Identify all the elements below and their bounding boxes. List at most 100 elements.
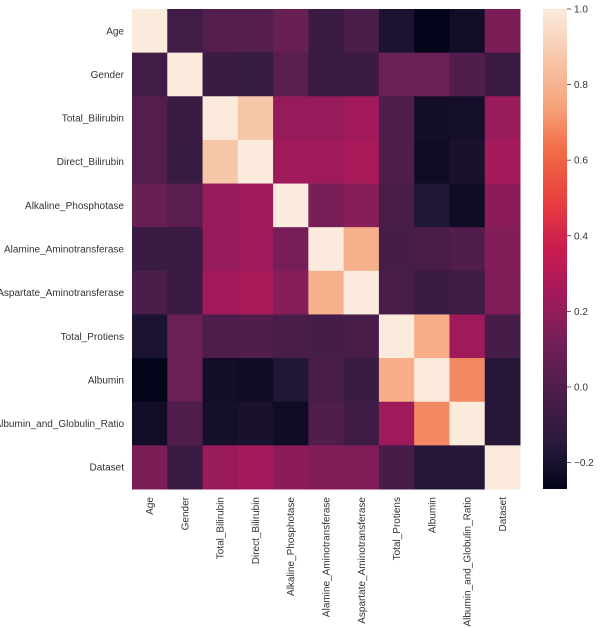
colorbar-ticks: −0.2 0.0 0.2 0.4 0.6 0.8 1.0 xyxy=(567,5,594,469)
heatmap-cells xyxy=(132,9,521,490)
heatmap-cell-gender-alamine-aminotransferase xyxy=(308,52,345,97)
x-tick-label-alkaline-phosphotase: Alkaline_Phosphotase xyxy=(286,497,297,596)
heatmap-cell-alkaline-phosphotase-alkaline-phosphotase xyxy=(273,183,309,228)
heatmap-cell-dataset-gender xyxy=(167,445,204,490)
heatmap-cell-total-bilirubin-total-bilirubin xyxy=(202,96,239,141)
heatmap-cell-alamine-aminotransferase-total-protiens xyxy=(378,227,415,272)
heatmap-cell-age-gender xyxy=(167,9,204,54)
y-tick-label-albumin: Albumin xyxy=(88,375,124,386)
heatmap-cell-age-albumin xyxy=(414,9,450,54)
heatmap-cell-alkaline-phosphotase-alamine-aminotransferase xyxy=(308,183,345,228)
heatmap-cell-alkaline-phosphotase-dataset xyxy=(484,183,521,228)
y-tick-label-alkaline-phosphotase: Alkaline_Phosphotase xyxy=(25,201,124,212)
x-tick-label-total-protiens: Total_Protiens xyxy=(392,497,403,560)
y-tick-label-total-protiens: Total_Protiens xyxy=(61,332,124,343)
heatmap-cell-alkaline-phosphotase-gender xyxy=(167,183,204,228)
colorbar-tick-label: −0.2 xyxy=(574,458,594,469)
heatmap-cell-alkaline-phosphotase-age xyxy=(132,183,168,228)
y-axis-tick-labels: Age Gender Total_Bilirubin Direct_Bilirubin… xyxy=(0,26,125,473)
heatmap-cell-gender-direct-bilirubin xyxy=(237,52,274,97)
heatmap-cell-direct-bilirubin-alamine-aminotransferase xyxy=(308,139,345,185)
heatmap-cell-aspartate-aminotransferase-direct-bilirubin xyxy=(237,270,274,315)
heatmap-cell-alamine-aminotransferase-alamine-aminotransferase xyxy=(308,227,345,272)
heatmap-cell-direct-bilirubin-direct-bilirubin xyxy=(237,139,274,185)
heatmap-cell-albumin-and-globulin-ratio-gender xyxy=(167,401,204,446)
heatmap-cell-dataset-dataset xyxy=(484,445,521,490)
x-tick-label-dataset: Dataset xyxy=(498,497,509,532)
heatmap-cell-direct-bilirubin-total-bilirubin xyxy=(202,139,239,185)
heatmap-cell-albumin-aspartate-aminotransferase xyxy=(343,358,380,403)
heatmap-cell-gender-total-bilirubin xyxy=(202,52,239,97)
heatmap-cell-alamine-aminotransferase-aspartate-aminotransferase xyxy=(343,227,380,272)
heatmap-cell-total-protiens-total-bilirubin xyxy=(202,314,239,359)
x-tick-label-albumin: Albumin xyxy=(427,497,438,533)
heatmap-cell-albumin-albumin-and-globulin-ratio xyxy=(449,358,486,403)
heatmap-cell-albumin-total-bilirubin xyxy=(202,358,239,403)
heatmap-cell-dataset-alamine-aminotransferase xyxy=(308,445,345,490)
heatmap-cell-age-alamine-aminotransferase xyxy=(308,9,345,54)
heatmap-cell-albumin-direct-bilirubin xyxy=(237,358,274,403)
heatmap-cell-dataset-albumin-and-globulin-ratio xyxy=(449,445,486,490)
heatmap-cell-total-protiens-alkaline-phosphotase xyxy=(273,314,309,359)
heatmap-cell-total-protiens-alamine-aminotransferase xyxy=(308,314,345,359)
x-tick-label-age: Age xyxy=(145,497,156,515)
y-tick-label-direct-bilirubin: Direct_Bilirubin xyxy=(57,157,124,168)
heatmap-cell-direct-bilirubin-dataset xyxy=(484,139,521,185)
heatmap-cell-albumin-and-globulin-ratio-total-protiens xyxy=(378,401,415,446)
heatmap-cell-total-bilirubin-aspartate-aminotransferase xyxy=(343,96,380,141)
heatmap-cell-direct-bilirubin-alkaline-phosphotase xyxy=(273,139,309,185)
heatmap-cell-albumin-and-globulin-ratio-direct-bilirubin xyxy=(237,401,274,446)
heatmap-cell-dataset-total-protiens xyxy=(378,445,415,490)
colorbar-tick-label: 1.0 xyxy=(574,5,588,16)
heatmap-cell-age-total-bilirubin xyxy=(202,9,239,54)
heatmap-cell-age-dataset xyxy=(484,9,521,54)
heatmap-cell-alamine-aminotransferase-gender xyxy=(167,227,204,272)
heatmap-cell-alamine-aminotransferase-albumin xyxy=(414,227,450,272)
x-tick-label-aspartate-aminotransferase: Aspartate_Aminotransferase xyxy=(357,497,368,624)
heatmap-cell-total-protiens-dataset xyxy=(484,314,521,359)
heatmap-cell-total-bilirubin-albumin-and-globulin-ratio xyxy=(449,96,486,141)
x-tick-label-alamine-aminotransferase: Alamine_Aminotransferase xyxy=(322,497,333,617)
heatmap-cell-aspartate-aminotransferase-dataset xyxy=(484,270,521,315)
heatmap-cell-albumin-gender xyxy=(167,358,204,403)
heatmap-cell-gender-total-protiens xyxy=(378,52,415,97)
heatmap-cell-alamine-aminotransferase-dataset xyxy=(484,227,521,272)
heatmap-cell-aspartate-aminotransferase-gender xyxy=(167,270,204,315)
heatmap-cell-gender-alkaline-phosphotase xyxy=(273,52,309,97)
heatmap-cell-total-bilirubin-total-protiens xyxy=(378,96,415,141)
heatmap-cell-dataset-direct-bilirubin xyxy=(237,445,274,490)
heatmap-cell-total-bilirubin-alamine-aminotransferase xyxy=(308,96,345,141)
heatmap-cell-dataset-alkaline-phosphotase xyxy=(273,445,309,490)
colorbar-gradient xyxy=(543,9,567,489)
heatmap-cell-alkaline-phosphotase-direct-bilirubin xyxy=(237,183,274,228)
heatmap-cell-alkaline-phosphotase-albumin xyxy=(414,183,450,228)
heatmap-cell-dataset-albumin xyxy=(414,445,450,490)
heatmap-cell-albumin-and-globulin-ratio-dataset xyxy=(484,401,521,446)
heatmap-cell-direct-bilirubin-albumin xyxy=(414,139,450,185)
heatmap-cell-total-protiens-gender xyxy=(167,314,204,359)
colorbar: −0.2 0.0 0.2 0.4 0.6 0.8 1.0 xyxy=(543,5,594,489)
heatmap-cell-aspartate-aminotransferase-total-protiens xyxy=(378,270,415,315)
heatmap-cell-total-bilirubin-direct-bilirubin xyxy=(237,96,274,141)
heatmap-cell-direct-bilirubin-gender xyxy=(167,139,204,185)
heatmap-cell-total-protiens-total-protiens xyxy=(378,314,415,359)
heatmap-cell-aspartate-aminotransferase-albumin-and-globulin-ratio xyxy=(449,270,486,315)
heatmap-cell-albumin-and-globulin-ratio-aspartate-aminotransferase xyxy=(343,401,380,446)
heatmap-cell-age-total-protiens xyxy=(378,9,415,54)
colorbar-tick-label: 0.2 xyxy=(574,307,588,318)
heatmap-cell-gender-age xyxy=(132,52,168,97)
colorbar-tick-label: 0.4 xyxy=(574,231,588,242)
x-tick-label-gender: Gender xyxy=(180,496,191,530)
y-tick-label-gender: Gender xyxy=(91,70,125,81)
heatmap-cell-alkaline-phosphotase-total-bilirubin xyxy=(202,183,239,228)
heatmap-cell-albumin-albumin xyxy=(414,358,450,403)
heatmap-cell-direct-bilirubin-albumin-and-globulin-ratio xyxy=(449,139,486,185)
heatmap-cell-direct-bilirubin-aspartate-aminotransferase xyxy=(343,139,380,185)
heatmap-cell-albumin-and-globulin-ratio-alamine-aminotransferase xyxy=(308,401,345,446)
heatmap-cell-aspartate-aminotransferase-age xyxy=(132,270,168,315)
heatmap-cell-dataset-aspartate-aminotransferase xyxy=(343,445,380,490)
heatmap-cell-gender-albumin-and-globulin-ratio xyxy=(449,52,486,97)
heatmap-cell-total-bilirubin-gender xyxy=(167,96,204,141)
heatmap-cell-albumin-alkaline-phosphotase xyxy=(273,358,309,403)
